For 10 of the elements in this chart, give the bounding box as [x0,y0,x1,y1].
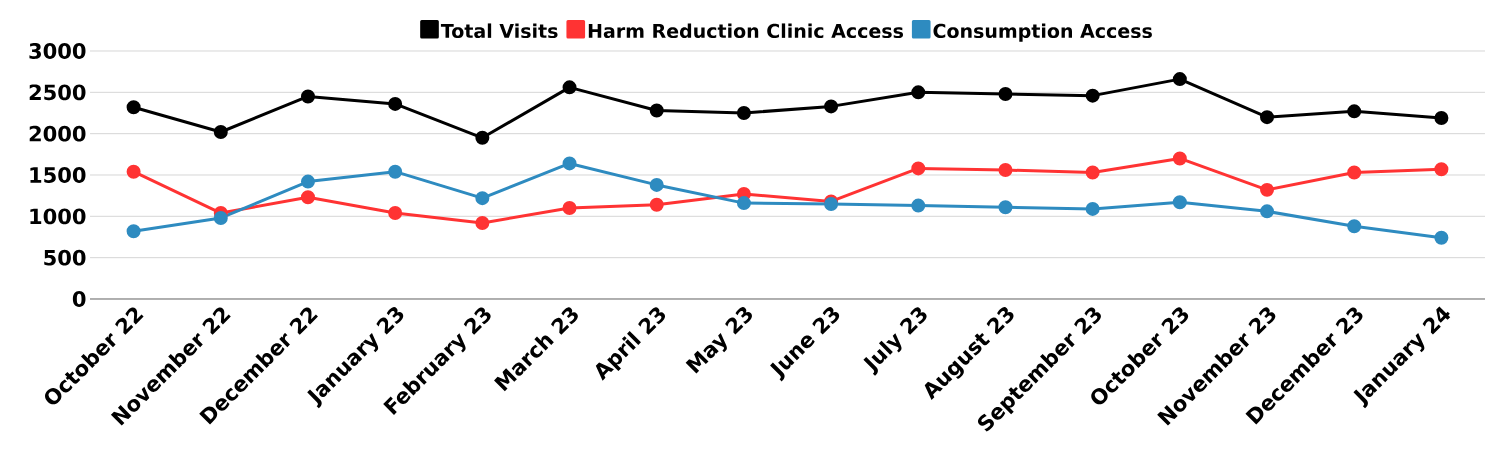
y-tick-label: 500 [44,249,86,266]
y-tick-label: 2000 [29,125,86,142]
y-tick-label: 0 [72,291,86,307]
y-tick-label: 2500 [29,84,86,101]
legend-label: Total Visits [440,23,558,39]
y-tick-label: 3000 [29,43,86,59]
y-tick-label: 1500 [30,167,86,183]
legend-label: Consumption Access [933,23,1152,42]
legend-label: Harm Reduction Clinic Access [588,23,904,39]
y-tick-label: 1000 [30,208,86,225]
